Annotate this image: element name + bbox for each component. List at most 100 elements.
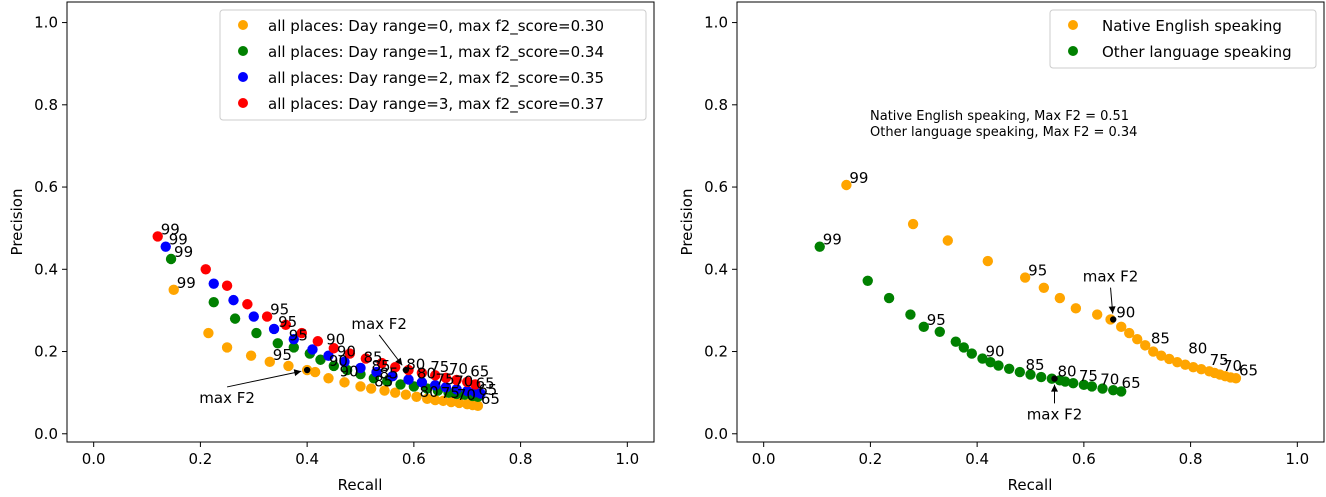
right-series-1-point (1014, 366, 1026, 378)
right-series-0-point (1172, 357, 1183, 368)
left-y-tick-label: 0.8 (34, 96, 58, 114)
right-y-tick-label: 0.4 (704, 260, 728, 278)
right-series-0-point (1148, 346, 1159, 357)
left-series-3-point (360, 353, 372, 364)
left-point-label: 90 (337, 343, 356, 361)
left-point-label: 99 (161, 220, 180, 238)
left-series-3-point (200, 264, 211, 275)
left-series-1-point (288, 342, 299, 353)
left-x-tick-label: 0.2 (188, 450, 212, 468)
right-series-1-point (966, 348, 977, 359)
right-point-label: 90 (985, 343, 1004, 361)
right-series-0-point (1132, 333, 1143, 345)
right-series-1-point (985, 357, 996, 368)
right-point-label: 65 (1122, 374, 1141, 392)
left-series-0-point (245, 350, 257, 361)
right-series-1-point (814, 241, 825, 252)
right-y-axis-label: Precision (678, 189, 696, 256)
left-series-2-point (355, 362, 366, 374)
left-legend-marker-3 (238, 98, 248, 108)
left-series-3-point (261, 311, 273, 322)
left-point-label: 85 (380, 364, 399, 382)
right-y-tick-label: 0.6 (704, 178, 728, 196)
right-plot-area (736, 1, 1325, 443)
right-x-tick-label: 0.2 (858, 450, 882, 468)
right-x-tick-label: 0.6 (1072, 450, 1096, 468)
right-series-1-point (862, 275, 873, 287)
left-series-2-point (323, 350, 334, 361)
right-x-tick-label: 0.8 (1179, 450, 1203, 468)
right-series-1-point (883, 292, 895, 304)
left-series-3-point (152, 231, 163, 242)
right-x-tick-label: 0.4 (965, 450, 989, 468)
right-callout-label: max F2 (1083, 268, 1139, 286)
left-series-0-point (389, 387, 401, 398)
left-point-label: 65 (478, 381, 497, 399)
left-series-2-point (462, 385, 473, 397)
left-point-label: 95 (278, 313, 297, 331)
left-series-3-point (462, 376, 473, 388)
left-series-2-point (475, 388, 486, 399)
left-series-1-point (328, 360, 340, 372)
right-series-1-point (934, 326, 945, 337)
left-legend: all places: Day range=0, max f2_score=0.… (219, 9, 647, 121)
right-point-label: 99 (849, 169, 868, 187)
right-series-0-point (1140, 340, 1151, 351)
right-series-1-point (918, 321, 929, 333)
right-series-0-point (1054, 292, 1066, 304)
right-point-label: 70 (1100, 370, 1119, 388)
left-series-2-point (371, 366, 382, 378)
left-point-label: 90 (329, 352, 348, 370)
left-y-tick-label: 1.0 (34, 14, 58, 32)
left-series-0-point (355, 381, 366, 392)
left-series-0-point (283, 360, 294, 372)
left-legend-label-3: all places: Day range=3, max f2_score=0.… (268, 95, 604, 114)
left-x-tick-label: 1.0 (615, 450, 639, 468)
left-point-label: 99 (174, 243, 193, 261)
left-callout-arrowhead (293, 369, 302, 377)
right-y-tick-label: 0.0 (704, 425, 728, 443)
right-legend: Native English speaking Other language s… (1049, 9, 1317, 69)
left-point-label: 70 (457, 386, 476, 404)
right-x-tick-label: 0.0 (752, 450, 776, 468)
right-legend-marker-1 (1068, 46, 1078, 56)
left-series-3-point (242, 299, 253, 310)
right-series-0-point (1230, 373, 1242, 384)
left-callout-point (402, 366, 410, 374)
left-series-1-point (315, 354, 326, 365)
left-point-label: 95 (273, 346, 292, 364)
right-series-1-point (905, 309, 916, 320)
left-legend-label-0: all places: Day range=0, max f2_score=0.… (268, 17, 604, 36)
right-y-tick-label: 0.2 (704, 343, 728, 361)
left-series-0-point (221, 342, 233, 353)
right-series-0-point (1070, 303, 1082, 314)
right-series-0-point (1180, 359, 1191, 370)
left-series-0-point (203, 327, 214, 339)
right-legend-frame (1049, 9, 1317, 69)
right-marks (814, 179, 1242, 397)
left-callout-label: max F2 (351, 315, 407, 333)
left-point-label: 75 (436, 370, 455, 388)
left-point-label: 99 (169, 231, 188, 249)
right-y-tick-label: 0.8 (704, 96, 728, 114)
right-series-1-point (1035, 371, 1047, 383)
left-series-2-point (208, 278, 219, 289)
left-series-2-point (387, 371, 398, 382)
left-point-label: 85 (374, 373, 393, 391)
right-series-1-point (958, 342, 969, 353)
left-series-0-point (264, 356, 275, 368)
left-series-2-point (430, 380, 441, 391)
right-series-1-point (1003, 363, 1015, 375)
right-callout-label: max F2 (1027, 405, 1083, 423)
left-series-1-point (165, 253, 177, 265)
right-series-0-point (1196, 364, 1207, 375)
left-series-0-point (438, 395, 449, 407)
right-series-1-point (1097, 383, 1108, 394)
left-series-2-point (288, 333, 299, 345)
left-series-2-point (416, 377, 428, 388)
right-series-1-point (1025, 369, 1036, 380)
left-x-tick-label: 0.8 (509, 450, 533, 468)
left-callout-arrowhead (395, 357, 403, 366)
right-point-label: 75 (1079, 367, 1098, 385)
left-point-label: 65 (476, 375, 495, 393)
